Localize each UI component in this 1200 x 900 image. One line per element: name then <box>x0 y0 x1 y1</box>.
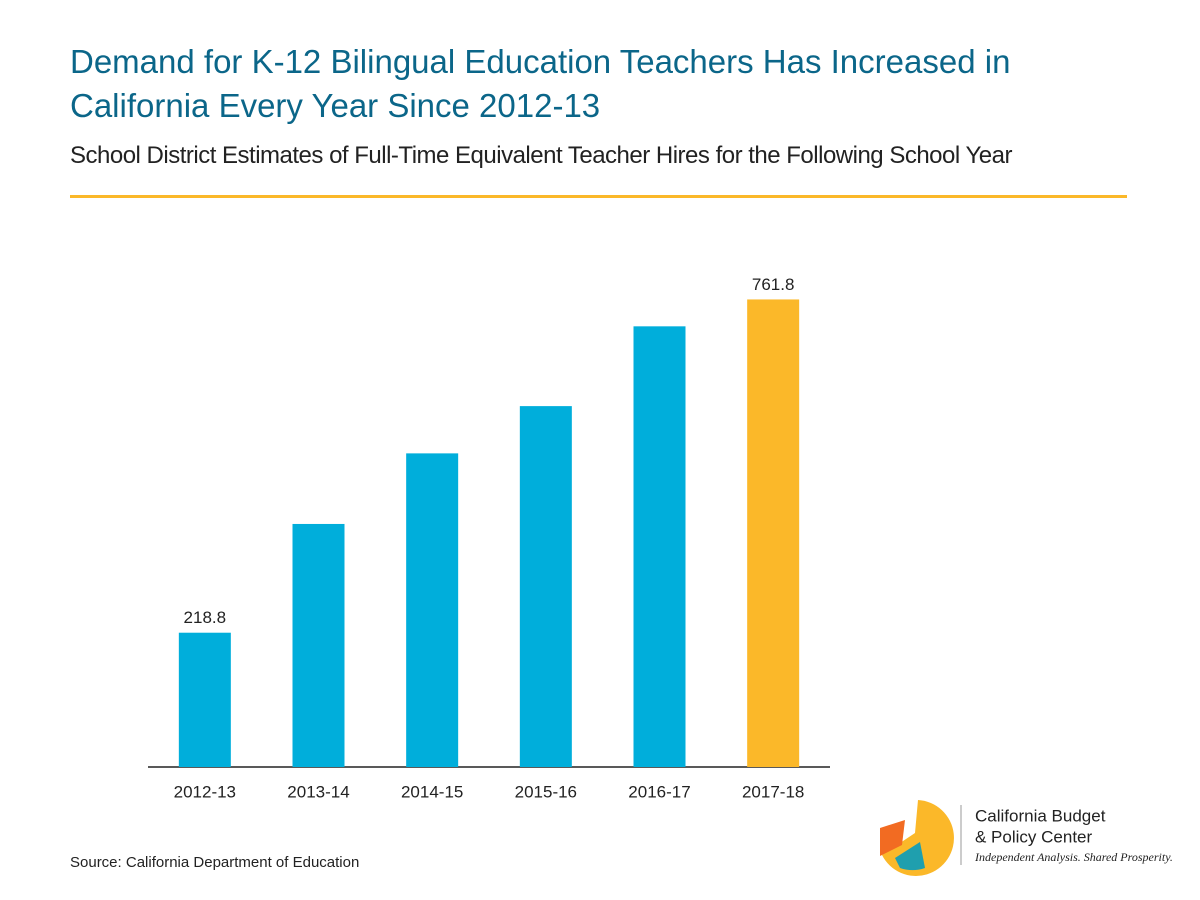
logo-tagline: Independent Analysis. Shared Prosperity. <box>974 850 1173 864</box>
logo-orange <box>880 820 905 856</box>
bar <box>633 326 686 767</box>
bar <box>747 299 800 767</box>
source: Source: California Department of Educati… <box>70 854 359 871</box>
title-rule <box>70 195 1127 198</box>
x-tick-label: 2014-15 <box>401 782 463 801</box>
data-label: 761.8 <box>752 275 795 294</box>
x-tick-label: 2016-17 <box>628 782 690 801</box>
x-tick-label: 2013-14 <box>287 782 349 801</box>
chart-title: Demand for K-12 Bilingual Education Teac… <box>70 43 1011 124</box>
x-tick-label: 2017-18 <box>742 782 804 801</box>
chart-subtitle: School District Estimates of Full-Time E… <box>70 142 1012 169</box>
x-tick-label: 2015-16 <box>515 782 577 801</box>
bar <box>519 406 572 767</box>
logo: California Budget & Policy Center Indepe… <box>880 800 1173 876</box>
logo-name: California Budget <box>975 806 1106 825</box>
bar <box>178 632 231 767</box>
x-tick-label: 2012-13 <box>174 782 236 801</box>
logo-name: & Policy Center <box>975 827 1092 846</box>
logo-teal <box>895 842 925 871</box>
bar <box>292 523 345 767</box>
data-label: 218.8 <box>184 608 227 627</box>
bar <box>406 453 459 767</box>
